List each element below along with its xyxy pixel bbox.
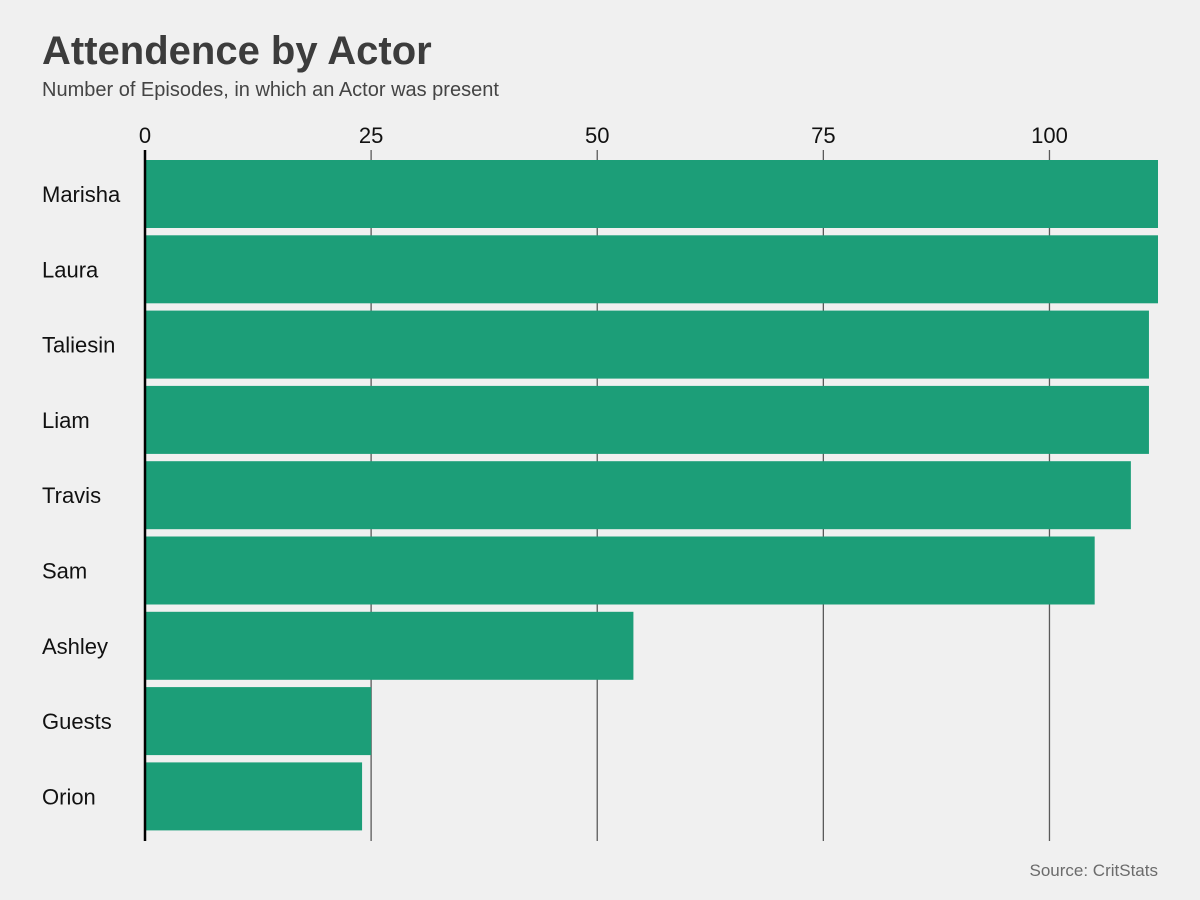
category-label: Laura [42,257,99,282]
bar [145,385,1149,454]
x-tick-label: 25 [359,123,383,148]
tick-labels: 0 25 50 75 100 [139,123,1068,148]
bar [145,461,1131,530]
category-label: Travis [42,483,101,508]
category-label: Guests [42,709,112,734]
category-label: Orion [42,784,96,809]
x-tick-label: 100 [1031,123,1068,148]
category-label: Liam [42,408,90,433]
bar [145,687,372,756]
category-label: Sam [42,559,87,584]
chart-subtitle: Number of Episodes, in which an Actor wa… [42,79,499,101]
category-label: Marisha [42,182,121,207]
bar [145,310,1149,379]
bar [145,762,363,831]
bar [145,160,1158,228]
bar [145,235,1158,304]
chart-title: Attendence by Actor [42,29,432,73]
bar [145,611,634,680]
category-label: Taliesin [42,333,115,358]
source-note: Source: CritStats [1029,861,1159,880]
bar [145,536,1095,605]
x-tick-label: 50 [585,123,609,148]
bars [145,160,1158,831]
category-labels: Marisha Laura Taliesin Liam Travis Sam Ashley G… [42,182,121,809]
x-tick-label: 75 [811,123,835,148]
x-tick-label: 0 [139,123,151,148]
category-label: Ashley [42,634,108,659]
